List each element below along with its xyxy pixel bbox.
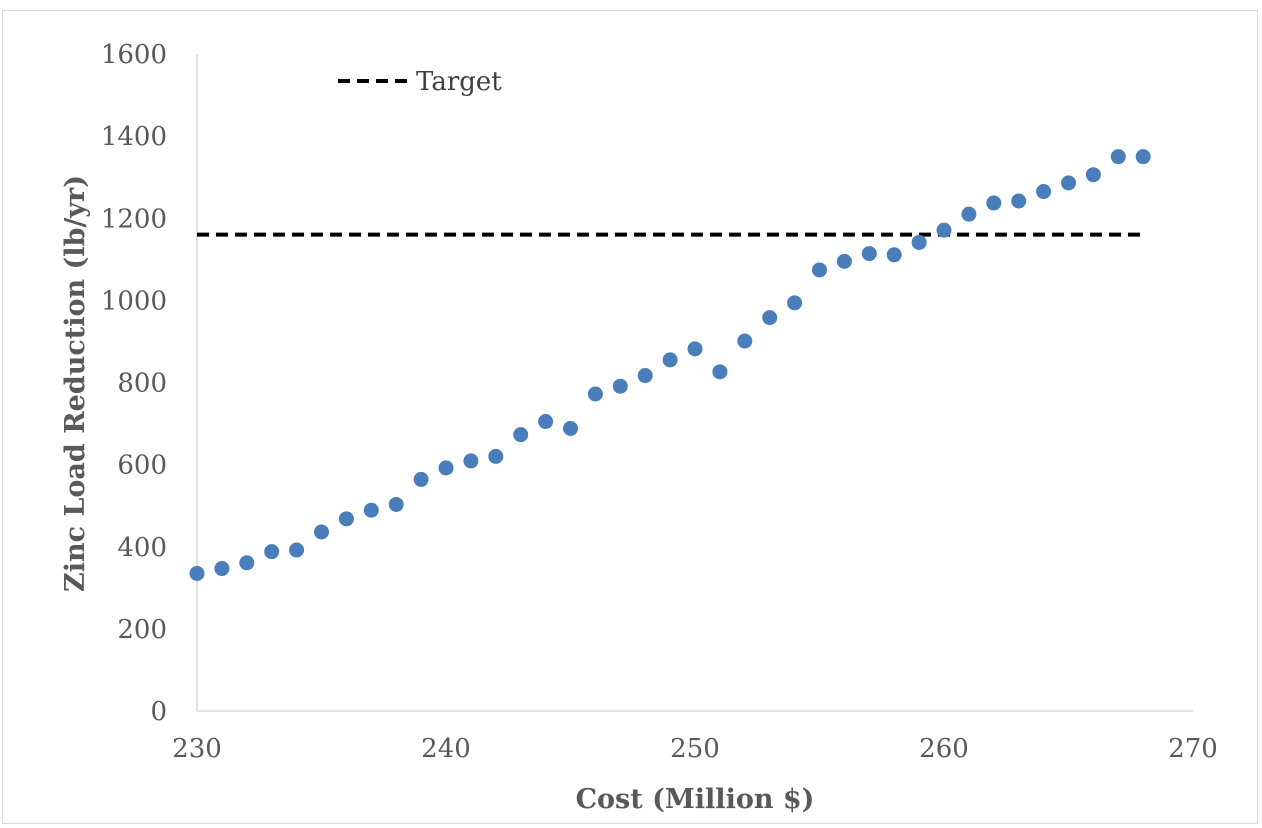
x-tick-label: 240 <box>421 734 471 764</box>
data-point <box>587 386 603 402</box>
y-tick-label: 800 <box>117 369 167 399</box>
data-point <box>886 247 902 263</box>
data-point <box>1061 175 1076 191</box>
data-point <box>388 496 404 512</box>
data-point <box>413 471 429 487</box>
data-point <box>1011 193 1027 209</box>
data-point <box>612 378 628 394</box>
y-tick-labels: 0 200 400 600 800 1000 1200 1400 1600 <box>101 40 167 727</box>
y-tick-label: 1200 <box>101 204 167 234</box>
y-tick-label: 1000 <box>101 286 167 316</box>
data-point <box>338 511 354 527</box>
y-tick-label: 0 <box>150 697 167 727</box>
y-tick-label: 200 <box>117 615 167 645</box>
x-tick-label: 270 <box>1168 734 1218 764</box>
data-point <box>1085 167 1101 183</box>
y-tick-label: 1400 <box>101 122 167 152</box>
y-axis-title: Zinc Load Reduction (lb/yr) <box>60 175 91 592</box>
data-point <box>861 246 877 262</box>
data-point <box>1135 149 1151 165</box>
x-tick-label: 260 <box>919 734 969 764</box>
axes <box>196 54 1193 712</box>
y-tick-label: 600 <box>117 451 167 481</box>
data-point <box>812 262 827 278</box>
data-point <box>961 206 977 222</box>
data-point <box>438 460 454 476</box>
data-point <box>637 368 653 384</box>
y-tick-label: 1600 <box>101 40 167 70</box>
data-point <box>264 544 280 560</box>
legend-label-target: Target <box>416 67 502 97</box>
data-point <box>189 565 205 581</box>
data-point <box>488 448 504 464</box>
data-point <box>787 295 803 311</box>
y-tick-label: 400 <box>117 533 167 563</box>
x-tick-label: 250 <box>670 734 720 764</box>
data-point <box>737 333 753 349</box>
data-point <box>314 524 329 540</box>
data-point <box>936 222 952 238</box>
x-tick-label: 230 <box>172 734 222 764</box>
data-point <box>662 352 678 368</box>
data-point <box>986 195 1002 211</box>
data-point <box>214 561 230 577</box>
data-point <box>363 502 379 518</box>
data-point <box>762 310 778 326</box>
data-point <box>1036 184 1052 200</box>
data-point <box>712 364 728 380</box>
data-point <box>1110 149 1126 165</box>
data-point <box>563 420 578 436</box>
data-point <box>687 341 703 357</box>
data-point <box>836 253 852 269</box>
data-point <box>239 555 255 571</box>
data-point <box>911 234 927 250</box>
legend: Target <box>338 67 502 97</box>
x-axis-title: Cost (Million $) <box>576 784 815 815</box>
chart-frame <box>2 10 1258 824</box>
data-point <box>289 542 305 558</box>
data-point <box>513 427 529 443</box>
x-tick-labels: 230 240 250 260 270 <box>172 734 1218 764</box>
data-point <box>463 453 479 469</box>
data-points <box>189 149 1151 581</box>
data-point <box>538 414 554 430</box>
